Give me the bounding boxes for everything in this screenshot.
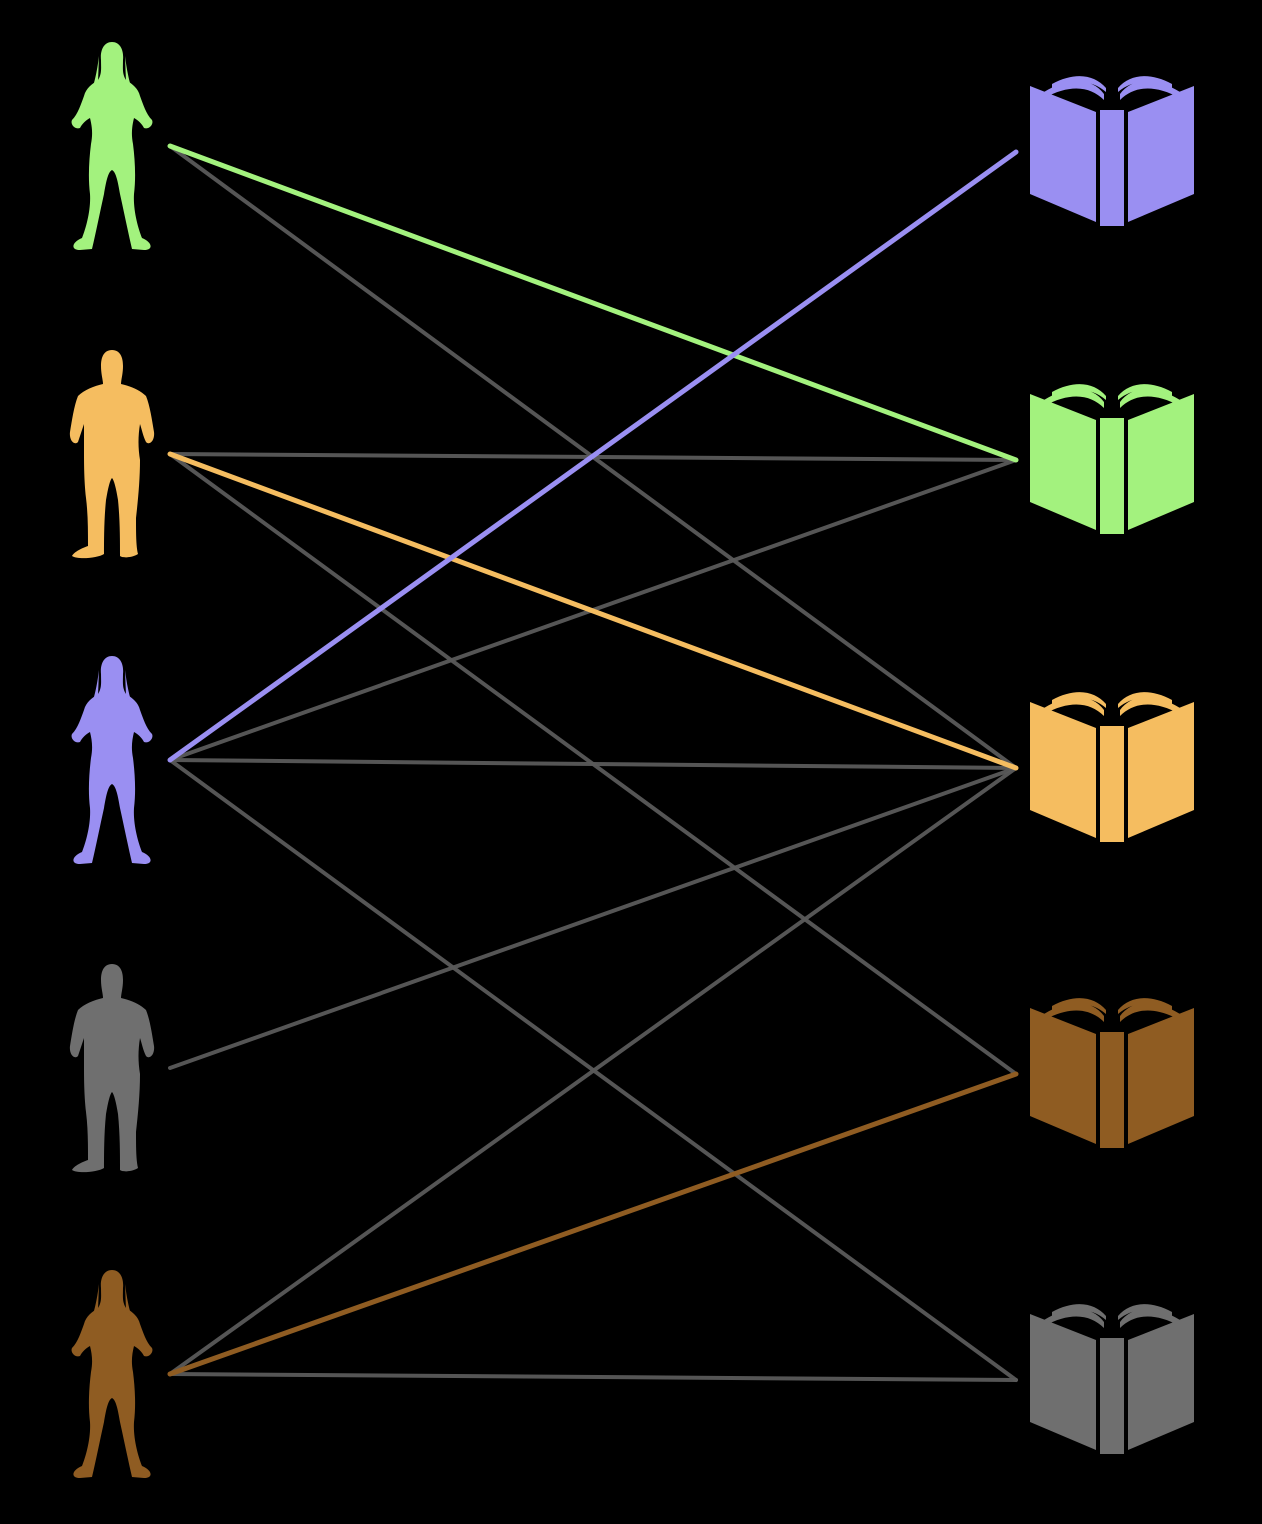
book-spine-separator-icon — [1097, 1338, 1127, 1452]
person-2-man-icon — [69, 350, 155, 559]
highlighted-link-1-to-2 — [167, 143, 1019, 463]
book-spine-icon — [1100, 110, 1124, 226]
book-4-open-book-icon — [1030, 998, 1194, 1148]
person-4-man-icon — [69, 964, 155, 1173]
book-1-open-book-icon — [1030, 76, 1194, 226]
book-spine-icon — [1100, 1338, 1124, 1454]
link-3-to-3 — [168, 758, 1018, 770]
links-layer — [167, 143, 1019, 1382]
book-spine-icon — [1100, 418, 1124, 534]
book-spine-separator-icon — [1097, 110, 1127, 224]
book-pages-icon — [1044, 384, 1180, 408]
book-left-cover-icon — [1030, 394, 1096, 530]
book-left-cover-icon — [1030, 86, 1096, 222]
man-silhouette-icon — [69, 350, 155, 559]
book-pages-icon — [1044, 998, 1180, 1022]
book-3-open-book-icon — [1030, 692, 1194, 842]
book-left-cover-icon — [1030, 1008, 1096, 1144]
book-right-cover-icon — [1128, 1314, 1194, 1450]
highlighted-link-3-to-1 — [167, 149, 1019, 763]
man-silhouette-icon — [69, 964, 155, 1173]
book-right-cover-icon — [1128, 86, 1194, 222]
person-1-woman-icon — [71, 42, 153, 250]
link-5-to-3 — [168, 766, 1018, 1376]
highlighted-link-5-to-4 — [167, 1071, 1019, 1377]
book-2-open-book-icon — [1030, 384, 1194, 534]
book-pages-icon — [1044, 1304, 1180, 1328]
people-column — [69, 42, 155, 1478]
book-5-open-book-icon — [1030, 1304, 1194, 1454]
book-spine-icon — [1100, 726, 1124, 842]
woman-silhouette-icon — [71, 1270, 153, 1478]
book-left-cover-icon — [1030, 1314, 1096, 1450]
book-spine-separator-icon — [1097, 1032, 1127, 1146]
book-pages-icon — [1044, 76, 1180, 100]
woman-silhouette-icon — [71, 42, 153, 250]
link-4-to-3 — [168, 766, 1018, 1070]
person-5-woman-icon — [71, 1270, 153, 1478]
book-right-cover-icon — [1128, 702, 1194, 838]
book-left-cover-icon — [1030, 702, 1096, 838]
woman-silhouette-icon — [71, 656, 153, 864]
books-column — [1030, 76, 1194, 1454]
link-5-to-5 — [168, 1372, 1018, 1382]
book-spine-icon — [1100, 1032, 1124, 1148]
book-right-cover-icon — [1128, 1008, 1194, 1144]
book-pages-icon — [1044, 692, 1180, 716]
book-right-cover-icon — [1128, 394, 1194, 530]
person-3-woman-icon — [71, 656, 153, 864]
book-spine-separator-icon — [1097, 418, 1127, 532]
book-spine-separator-icon — [1097, 726, 1127, 840]
highlighted-link-2-to-3 — [167, 451, 1019, 771]
